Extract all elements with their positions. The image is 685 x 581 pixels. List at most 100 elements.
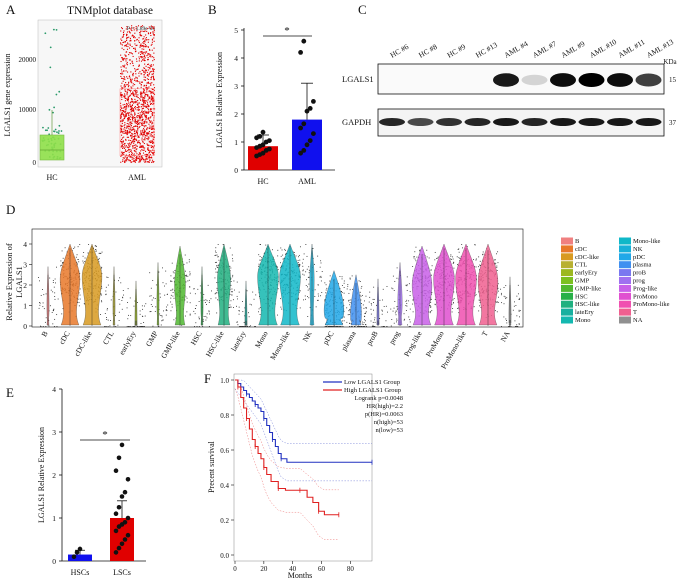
panel-d-xlabel: NA [499, 329, 513, 343]
panel-a-point-aml [130, 106, 132, 108]
panel-a-point-aml [129, 116, 131, 118]
panel-d-point [381, 309, 383, 311]
panel-e-point-lscs [125, 477, 131, 482]
panel-d-point [54, 298, 56, 300]
panel-d-legend-swatch [619, 316, 631, 324]
panel-d-point [206, 300, 208, 302]
panel-a-point-aml [142, 98, 144, 100]
panel-d-point [173, 297, 175, 299]
panel-d-point [316, 270, 318, 272]
panel-b-point-hc [267, 138, 272, 144]
panel-d-point [216, 312, 218, 314]
panel-a-point-aml [140, 60, 143, 62]
panel-a-point-aml [141, 145, 143, 147]
panel-d-point [217, 256, 219, 257]
panel-a-point-aml [140, 56, 142, 58]
panel-d-xlabel: lateEry [229, 329, 248, 352]
panel-d-point [409, 291, 411, 293]
panel-b-ytick-label: 4 [234, 54, 238, 63]
panel-a-point-aml [137, 135, 139, 137]
panel-a-point-aml [145, 158, 147, 160]
panel-a-point-aml [149, 55, 151, 57]
panel-a-point-aml [143, 160, 145, 162]
panel-d-point [324, 300, 326, 302]
panel-b-point-hc [260, 142, 266, 148]
panel-a-point-aml [137, 81, 139, 83]
panel-c-band-gapdh [635, 118, 662, 126]
panel-d-point [282, 254, 284, 256]
panel-a-point-hc [49, 46, 52, 49]
panel-a-point-aml [149, 71, 151, 73]
panel-d-point [193, 288, 195, 290]
panel-d-point [406, 289, 408, 291]
panel-c-band-gapdh [607, 118, 633, 126]
panel-d-point [293, 252, 295, 254]
panel-a-point-aml [126, 38, 128, 40]
panel-d-point [494, 263, 496, 265]
panel-a-point-aml [151, 127, 153, 129]
panel-d-point [107, 277, 109, 278]
panel-a-point-aml [146, 30, 148, 32]
panel-d-point [155, 306, 157, 308]
panel-d-point [240, 326, 242, 327]
panel-d-point [142, 316, 144, 317]
panel-a-point-aml [133, 89, 135, 92]
panel-d-violins [38, 243, 521, 327]
panel-d-point [128, 326, 130, 327]
panel-d-point [348, 292, 350, 294]
panel-a-xlabel-hc: HC [46, 173, 57, 182]
panel-a-point-aml [142, 129, 144, 131]
panel-a-point-aml [144, 79, 146, 81]
panel-d-point [249, 303, 251, 305]
panel-d-point [39, 280, 40, 282]
panel-a-point-aml [136, 121, 138, 123]
panel-a-point-aml [127, 89, 129, 91]
panel-d-point [149, 272, 151, 274]
panel-d-point [194, 313, 196, 315]
panel-c-band-gapdh [436, 118, 462, 126]
panel-d-point [50, 289, 52, 291]
panel-d-point [396, 277, 398, 279]
panel-a-point-aml [136, 153, 138, 155]
panel-a: TNMplot database LGALS1 gene expression … [3, 5, 163, 182]
panel-a-point-aml [127, 150, 129, 152]
panel-a-point-aml [134, 108, 136, 110]
panel-d-point [244, 326, 246, 327]
panel-a-point-aml [129, 124, 131, 126]
panel-a-point-aml [141, 95, 143, 97]
panel-d-point [101, 300, 102, 302]
panel-a-point-aml [138, 161, 140, 163]
panel-d-point [44, 321, 46, 323]
panel-d-point [208, 302, 210, 303]
panel-d-point [408, 326, 410, 327]
panel-a-point-aml [152, 114, 154, 116]
panel-d-point [127, 288, 129, 290]
panel-d-point [306, 255, 308, 257]
panel-a-point-aml [131, 116, 133, 118]
panel-a-point-aml [139, 134, 141, 136]
panel-a-point-aml [130, 111, 132, 113]
panel-d-point [516, 326, 518, 327]
panel-d-point [229, 265, 231, 267]
panel-a-point-aml [136, 91, 138, 93]
panel-a-point-aml [130, 114, 132, 116]
panel-d-point [195, 322, 197, 324]
panel-a-point-aml [132, 145, 134, 147]
panel-d-point [319, 276, 321, 278]
panel-d-point [297, 260, 299, 261]
panel-a-point-aml [127, 114, 130, 116]
panel-a-point-aml [132, 91, 134, 93]
panel-d-point [258, 263, 260, 265]
panel-d-point [215, 254, 217, 256]
panel-d-point [461, 244, 463, 245]
panel-a-point-aml [140, 133, 142, 135]
panel-a-point-aml [123, 114, 125, 116]
panel-a-point-aml [148, 137, 150, 139]
panel-d-point [232, 274, 234, 276]
panel-a-point-aml [151, 142, 154, 144]
panel-d-point [374, 319, 376, 321]
panel-a-point-aml [141, 109, 143, 111]
panel-a-point-aml [143, 36, 145, 38]
panel-d-point [431, 274, 432, 276]
